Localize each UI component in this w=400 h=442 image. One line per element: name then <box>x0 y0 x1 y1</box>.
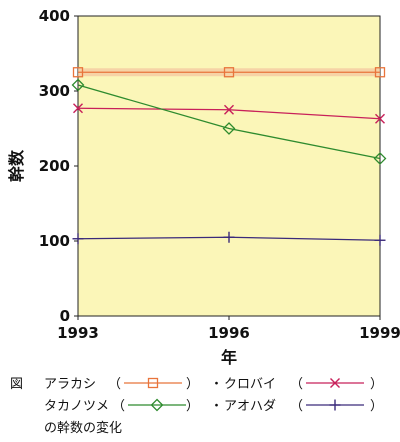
legend-open-paren-1: （ <box>290 377 303 392</box>
series-1-point-0 <box>73 103 83 114</box>
legend-close-paren-2: ） <box>186 399 199 414</box>
legend-label-3: アオハダ <box>224 399 276 414</box>
figure-caption: の幹数の変化 <box>44 420 122 436</box>
y-tick-label-1: 100 <box>39 232 70 250</box>
legend-swatch-3 <box>306 399 364 411</box>
legend-swatch-marker-2 <box>150 398 164 412</box>
y-tick-label-2: 200 <box>39 157 70 175</box>
series-1-point-1 <box>224 104 234 115</box>
legend-label-1: クロバイ <box>224 377 276 392</box>
legend-close-paren-3: ） <box>370 399 383 414</box>
legend-bullet-1: ・ <box>210 377 223 392</box>
x-tick-label-0: 1993 <box>57 324 99 342</box>
legend-open-paren-3: （ <box>290 399 303 414</box>
series-3-point-2 <box>374 234 386 246</box>
series-3-point-0 <box>72 233 84 245</box>
legend-swatch-marker-0 <box>147 377 159 389</box>
series-2-point-1 <box>222 122 236 135</box>
x-axis-label: 年 <box>221 348 237 367</box>
figure-prefix: 図 <box>10 377 23 392</box>
y-axis-label: 幹数 <box>7 149 26 182</box>
x-tick-label-1: 1996 <box>208 324 250 342</box>
legend-bullet-3: ・ <box>210 399 223 414</box>
series-1-point-2 <box>375 113 385 124</box>
x-tick-label-2: 1999 <box>359 324 400 342</box>
plot-area <box>77 15 381 317</box>
legend-swatch-0 <box>124 377 182 389</box>
series-0-point-1 <box>223 67 235 78</box>
legend-open-paren-0: （ <box>108 377 121 392</box>
legend-close-paren-1: ） <box>370 377 383 392</box>
legend-label-2: タカノツメ <box>44 399 109 414</box>
legend-open-paren-2: （ <box>112 399 125 414</box>
series-2-point-2 <box>373 152 387 165</box>
y-tick-label-4: 400 <box>39 7 70 25</box>
y-tick-label-0: 0 <box>60 307 70 325</box>
legend-swatch-2 <box>128 398 186 412</box>
series-line-2 <box>77 84 381 160</box>
legend-swatch-marker-1 <box>330 378 340 388</box>
legend-close-paren-0: ） <box>186 377 199 392</box>
series-0-point-0 <box>72 67 84 78</box>
y-tick-label-3: 300 <box>39 82 70 100</box>
series-0-point-2 <box>374 67 386 78</box>
tick-layer: 0 100 200 300 400 1993 1996 1999 <box>39 7 400 342</box>
series-3-point-1 <box>223 231 235 243</box>
legend: 図 アラカシ （ ） ・ クロバイ （ ） タカノツメ （ ） ・ アオハダ （… <box>10 377 383 436</box>
legend-label-0: アラカシ <box>44 377 96 392</box>
legend-swatch-1 <box>306 378 364 388</box>
legend-swatch-marker-3 <box>329 399 341 411</box>
